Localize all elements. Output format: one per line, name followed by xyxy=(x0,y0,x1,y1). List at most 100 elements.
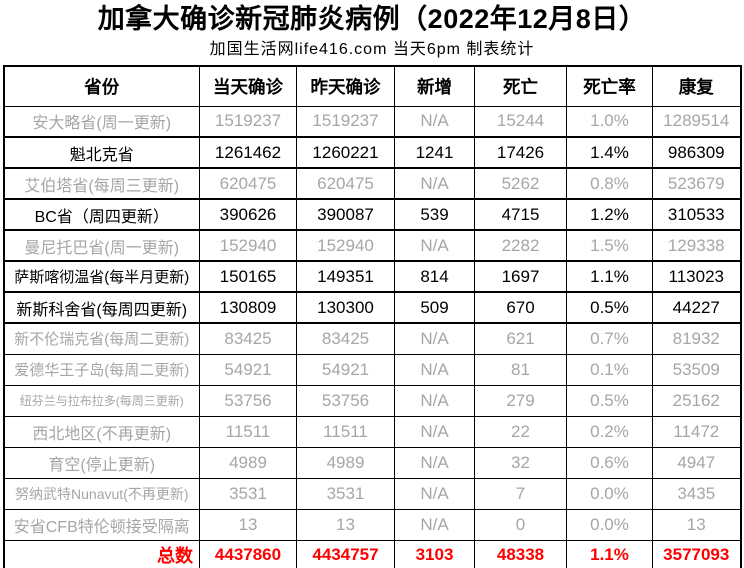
value-cell-deaths: 2282 xyxy=(474,229,567,262)
value-cell-yesterday: 130300 xyxy=(296,291,395,324)
value-cell-deaths: 279 xyxy=(474,384,567,417)
table-row: 爱德华王子岛(每周二更新) 54921 54921 N/A 81 0.1% 53509 xyxy=(3,353,741,386)
value-cell-yesterday: 11511 xyxy=(296,415,395,448)
province-name-cell: 努纳武特Nunavut(不再更新) xyxy=(3,477,200,510)
table-row: 曼尼托巴省(周一更新) 152940 152940 N/A 2282 1.5% 129338 xyxy=(3,229,741,262)
value-cell-today: 53756 xyxy=(199,384,297,417)
column-header-0: 省份 xyxy=(3,65,200,107)
value-cell-deaths: 4715 xyxy=(474,198,567,231)
value-cell-yesterday: 13 xyxy=(296,508,395,541)
table-row: 西北地区(不再更新) 11511 11511 N/A 22 0.2% 11472 xyxy=(3,415,741,448)
value-cell-new: N/A xyxy=(394,229,475,262)
value-cell-deaths: 670 xyxy=(474,291,567,324)
value-cell-recovered: 44227 xyxy=(652,291,741,324)
value-cell-today: 4437860 xyxy=(199,539,297,568)
value-cell-today: 11511 xyxy=(199,415,297,448)
value-cell-new: 3103 xyxy=(394,539,475,568)
province-name-cell: 曼尼托巴省(周一更新) xyxy=(3,229,200,262)
value-cell-recovered: 11472 xyxy=(652,415,741,448)
value-cell-rate: 1.4% xyxy=(566,136,653,169)
value-cell-today: 83425 xyxy=(199,322,297,355)
province-name-cell: 新不伦瑞克省(每周二更新) xyxy=(3,322,200,355)
value-cell-deaths: 621 xyxy=(474,322,567,355)
value-cell-yesterday: 149351 xyxy=(296,260,395,293)
value-cell-deaths: 22 xyxy=(474,415,567,448)
value-cell-yesterday: 4434757 xyxy=(296,539,395,568)
value-cell-recovered: 310533 xyxy=(652,198,741,231)
value-cell-rate: 1.0% xyxy=(566,105,653,138)
page-title: 加拿大确诊新冠肺炎病例（2022年12月8日） xyxy=(97,4,647,34)
value-cell-new: N/A xyxy=(394,508,475,541)
value-cell-recovered: 81932 xyxy=(652,322,741,355)
table-row: 纽芬兰与拉布拉多(每周三更新) 53756 53756 N/A 279 0.5% 25162 xyxy=(3,384,741,417)
value-cell-recovered: 4947 xyxy=(652,446,741,479)
value-cell-new: 1241 xyxy=(394,136,475,169)
table-row: 安大略省(周一更新) 1519237 1519237 N/A 15244 1.0% 1289… xyxy=(3,105,741,138)
value-cell-new: N/A xyxy=(394,415,475,448)
value-cell-recovered: 1289514 xyxy=(652,105,741,138)
value-cell-today: 4989 xyxy=(199,446,297,479)
value-cell-rate: 0.5% xyxy=(566,384,653,417)
table-row: 育空(停止更新) 4989 4989 N/A 32 0.6% 4947 xyxy=(3,446,741,479)
value-cell-recovered: 986309 xyxy=(652,136,741,169)
value-cell-recovered: 13 xyxy=(652,508,741,541)
value-cell-today: 620475 xyxy=(199,167,297,200)
column-header-2: 昨天确诊 xyxy=(296,65,395,107)
value-cell-rate: 0.0% xyxy=(566,477,653,510)
table-row: 新斯科舍省(每周四更新) 130809 130300 509 670 0.5% 44227 xyxy=(3,291,741,324)
value-cell-rate: 0.6% xyxy=(566,446,653,479)
value-cell-today: 3531 xyxy=(199,477,297,510)
table-row: BC省（周四更新） 390626 390087 539 4715 1.2% 310533 xyxy=(3,198,741,231)
value-cell-new: N/A xyxy=(394,384,475,417)
value-cell-yesterday: 152940 xyxy=(296,229,395,262)
value-cell-deaths: 81 xyxy=(474,353,567,386)
value-cell-recovered: 53509 xyxy=(652,353,741,386)
value-cell-deaths: 15244 xyxy=(474,105,567,138)
value-cell-today: 152940 xyxy=(199,229,297,262)
province-name-cell: 爱德华王子岛(每周二更新) xyxy=(3,353,200,386)
value-cell-rate: 1.1% xyxy=(566,260,653,293)
province-name-cell: 西北地区(不再更新) xyxy=(3,415,200,448)
value-cell-yesterday: 83425 xyxy=(296,322,395,355)
province-name-cell: 安省CFB特伦顿接受隔离 xyxy=(3,508,200,541)
value-cell-recovered: 25162 xyxy=(652,384,741,417)
value-cell-today: 1261462 xyxy=(199,136,297,169)
value-cell-recovered: 3577093 xyxy=(652,539,741,568)
column-header-5: 死亡率 xyxy=(566,65,653,107)
province-name-cell: 育空(停止更新) xyxy=(3,446,200,479)
value-cell-today: 13 xyxy=(199,508,297,541)
value-cell-new: 509 xyxy=(394,291,475,324)
value-cell-yesterday: 4989 xyxy=(296,446,395,479)
value-cell-deaths: 0 xyxy=(474,508,567,541)
value-cell-recovered: 113023 xyxy=(652,260,741,293)
value-cell-new: 814 xyxy=(394,260,475,293)
value-cell-today: 1519237 xyxy=(199,105,297,138)
table-row: 萨斯喀彻温省(每半月更新) 150165 149351 814 1697 1.1% 1130… xyxy=(3,260,741,293)
value-cell-today: 54921 xyxy=(199,353,297,386)
value-cell-new: N/A xyxy=(394,446,475,479)
column-header-1: 当天确诊 xyxy=(199,65,297,107)
value-cell-yesterday: 620475 xyxy=(296,167,395,200)
value-cell-deaths: 7 xyxy=(474,477,567,510)
province-name-cell: 安大略省(周一更新) xyxy=(3,105,200,138)
province-name-cell: BC省（周四更新） xyxy=(3,198,200,231)
value-cell-yesterday: 1519237 xyxy=(296,105,395,138)
province-name-cell: 艾伯塔省(每周三更新) xyxy=(3,167,200,200)
total-label-cell: 总数 xyxy=(3,539,200,568)
value-cell-rate: 1.1% xyxy=(566,539,653,568)
value-cell-new: N/A xyxy=(394,477,475,510)
table-row: 新不伦瑞克省(每周二更新) 83425 83425 N/A 621 0.7% 81932 xyxy=(3,322,741,355)
value-cell-yesterday: 390087 xyxy=(296,198,395,231)
covid-stats-table: 省份 当天确诊 昨天确诊 新增 死亡 死亡率 康复 安大略省(周一更新) 1519237 151… xyxy=(2,65,742,568)
value-cell-new: N/A xyxy=(394,322,475,355)
value-cell-new: 539 xyxy=(394,198,475,231)
value-cell-today: 390626 xyxy=(199,198,297,231)
province-name-cell: 纽芬兰与拉布拉多(每周三更新) xyxy=(3,384,200,417)
value-cell-yesterday: 3531 xyxy=(296,477,395,510)
value-cell-yesterday: 1260221 xyxy=(296,136,395,169)
table-row: 安省CFB特伦顿接受隔离 13 13 N/A 0 0.0% 13 xyxy=(3,508,741,541)
table-row: 魁北克省 1261462 1260221 1241 17426 1.4% 986309 xyxy=(3,136,741,169)
value-cell-deaths: 48338 xyxy=(474,539,567,568)
value-cell-yesterday: 53756 xyxy=(296,384,395,417)
